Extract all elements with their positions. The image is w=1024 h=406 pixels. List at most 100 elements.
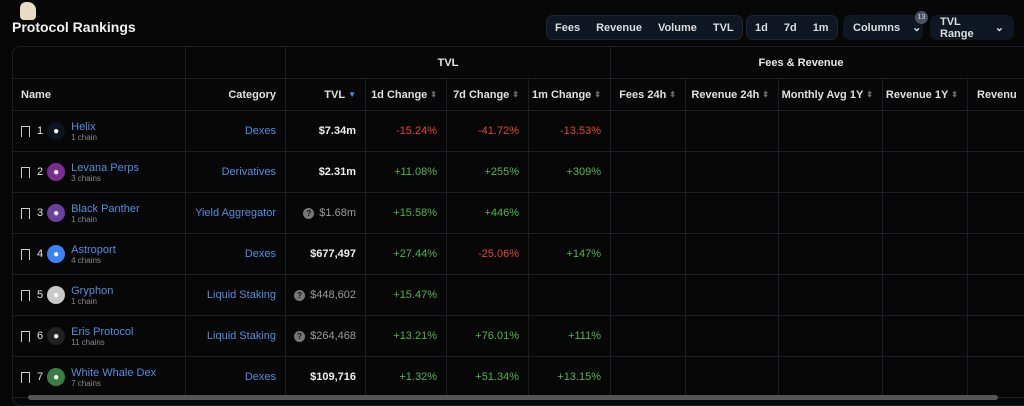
category-link[interactable]: Yield Aggregator: [186, 193, 286, 233]
protocol-name-link[interactable]: Gryphon: [71, 284, 114, 297]
change-7d: +51.34%: [447, 357, 529, 397]
sort-icon[interactable]: ⬍: [951, 90, 958, 99]
column-header-label: Revenue 24h: [691, 88, 760, 101]
category-link[interactable]: Liquid Staking: [186, 316, 286, 356]
empty-cell: [686, 316, 779, 356]
change-7d: -41.72%: [447, 111, 529, 151]
metric-fees-button[interactable]: Fees: [555, 21, 581, 34]
sort-icon[interactable]: ⬍: [430, 90, 437, 99]
rank: 7: [37, 371, 44, 383]
protocol-name-link[interactable]: Eris Protocol: [71, 325, 134, 338]
bookmark-icon[interactable]: [21, 125, 30, 137]
tvl-value: $1.68m: [319, 207, 356, 219]
column-header-label: Fees 24h: [619, 88, 667, 101]
column-header[interactable]: 1m Change ⬍: [529, 79, 611, 110]
empty-cell: [779, 193, 883, 233]
protocol-name-link[interactable]: White Whale Dex: [71, 366, 157, 379]
period-1m-button[interactable]: 1m: [812, 21, 829, 34]
table-row: 2 ● Levana Perps 3 chains Derivatives $2.…: [13, 152, 1024, 193]
empty-cell: [883, 111, 968, 151]
sort-icon[interactable]: ⬍: [512, 90, 519, 99]
whitewhale-icon: ●: [47, 368, 66, 386]
column-header-label: Revenu: [977, 88, 1017, 101]
column-header-label: Monthly Avg 1Y: [781, 88, 864, 101]
empty-cell: [968, 111, 1024, 151]
empty-cell: [968, 275, 1024, 315]
table-row: 6 ● Eris Protocol 11 chains Liquid Stakin…: [13, 316, 1024, 357]
column-header[interactable]: TVL ▼: [286, 79, 366, 110]
column-header-label: 7d Change: [453, 88, 510, 101]
column-header[interactable]: Revenue 1Y ⬍: [883, 79, 968, 110]
tvl-value: $677,497: [310, 248, 356, 260]
column-header[interactable]: 7d Change ⬍: [447, 79, 529, 110]
empty-cell: [686, 111, 779, 151]
bookmark-icon[interactable]: [21, 330, 30, 342]
horizontal-scrollbar[interactable]: [28, 395, 998, 400]
column-header[interactable]: Monthly Avg 1Y ⬍: [779, 79, 883, 110]
empty-cell: [611, 152, 686, 192]
bookmark-icon[interactable]: [21, 248, 30, 260]
period-7d-button[interactable]: 7d: [783, 21, 797, 34]
question-icon[interactable]: ?: [294, 289, 306, 301]
category-link[interactable]: Dexes: [186, 234, 286, 274]
change-1d: +15.47%: [366, 275, 447, 315]
empty-cell: [779, 275, 883, 315]
tvl-value: $7.34m: [318, 125, 356, 137]
columns-count-badge: 13: [915, 11, 928, 24]
bookmark-icon[interactable]: [21, 207, 30, 219]
tvl-cell: $2.31m: [286, 152, 366, 192]
bookmark-icon[interactable]: [21, 371, 30, 383]
sort-icon[interactable]: ⬍: [669, 90, 676, 99]
group-tvl: TVL: [286, 47, 611, 78]
sort-icon[interactable]: ⬍: [762, 90, 769, 99]
tvl-value: $264,468: [310, 330, 356, 342]
column-header[interactable]: 1d Change ⬍: [366, 79, 447, 110]
change-1d: +11.08%: [366, 152, 447, 192]
protocol-name-link[interactable]: Black Panther: [71, 202, 140, 215]
columns-dropdown[interactable]: Columns ⌄: [843, 15, 923, 40]
empty-cell: [611, 234, 686, 274]
sort-icon[interactable]: ▼: [348, 90, 356, 99]
column-header-label: Category: [228, 88, 276, 101]
bookmark-icon[interactable]: [21, 289, 30, 301]
bookmark-icon[interactable]: [21, 166, 30, 178]
category-link[interactable]: Dexes: [186, 111, 286, 151]
protocol-name-link[interactable]: Helix: [71, 120, 96, 133]
empty-cell: [883, 357, 968, 397]
metric-tvl-button[interactable]: TVL: [712, 21, 734, 34]
column-header[interactable]: Fees 24h ⬍: [611, 79, 686, 110]
category-link[interactable]: Liquid Staking: [186, 275, 286, 315]
table-row: 1 ● Helix 1 chain Dexes $7.34m -15.24% -4…: [13, 111, 1024, 152]
tvl-value: $448,602: [310, 289, 356, 301]
empty-cell: [686, 193, 779, 233]
change-7d: -25.06%: [447, 234, 529, 274]
metric-volume-button[interactable]: Volume: [657, 21, 697, 34]
change-1m: +111%: [529, 316, 611, 356]
question-icon[interactable]: ?: [303, 207, 315, 219]
columns-label: Columns: [853, 21, 901, 34]
category-link[interactable]: Dexes: [186, 357, 286, 397]
tvl-range-dropdown[interactable]: TVL Range ⌄: [930, 15, 1014, 40]
category-link[interactable]: Derivatives: [186, 152, 286, 192]
protocol-name-link[interactable]: Astroport: [71, 243, 116, 256]
period-1d-button[interactable]: 1d: [755, 21, 768, 34]
sort-icon[interactable]: ⬍: [594, 90, 601, 99]
change-1m: [529, 275, 611, 315]
sort-icon[interactable]: ⬍: [866, 90, 873, 99]
empty-cell: [968, 234, 1024, 274]
question-icon[interactable]: ?: [294, 330, 306, 342]
column-header-label: 1d Change: [371, 88, 428, 101]
chain-count: 1 chain: [71, 214, 97, 224]
metric-revenue-button[interactable]: Revenue: [596, 21, 642, 34]
tvl-cell: ? $448,602: [286, 275, 366, 315]
change-1d: +15.58%: [366, 193, 447, 233]
column-header[interactable]: Revenue 24h ⬍: [686, 79, 779, 110]
empty-cell: [968, 152, 1024, 192]
empty-cell: [883, 234, 968, 274]
empty-cell: [779, 316, 883, 356]
protocol-name-link[interactable]: Levana Perps: [71, 161, 140, 174]
group-fees-revenue: Fees & Revenue: [758, 56, 844, 69]
rank: 4: [37, 248, 44, 260]
column-header[interactable]: Revenu: [968, 79, 1024, 110]
rank: 2: [37, 166, 44, 178]
